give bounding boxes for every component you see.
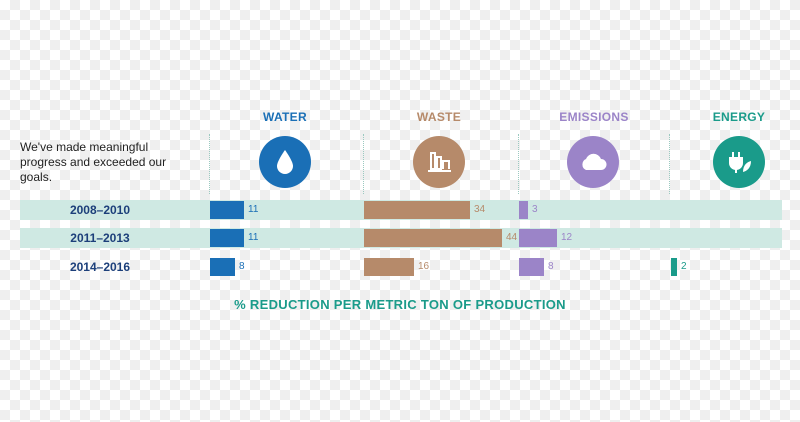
category-label: 2011–2013 <box>70 231 130 245</box>
bar-waste <box>364 201 470 219</box>
data-label: 8 <box>548 261 554 272</box>
bar-energy <box>671 258 677 276</box>
data-label: 8 <box>239 261 245 272</box>
water-drop-icon <box>259 136 311 188</box>
data-label: 44 <box>506 232 518 243</box>
column-divider <box>669 134 670 194</box>
data-label: 11 <box>248 204 259 215</box>
column-divider <box>209 134 210 194</box>
factory-icon <box>413 136 465 188</box>
series-label-energy: ENERGY <box>712 110 766 124</box>
column-divider <box>518 134 519 194</box>
data-label: 3 <box>532 204 538 215</box>
axis-title: % REDUCTION PER METRIC TON OF PRODUCTION <box>234 297 566 312</box>
data-label: 11 <box>248 232 259 243</box>
bar-waste <box>364 229 502 247</box>
data-label: 2 <box>681 261 687 272</box>
column-divider <box>363 134 364 194</box>
plug-leaf-icon <box>713 136 765 188</box>
bar-emissions <box>519 258 544 276</box>
bar-emissions <box>519 201 528 219</box>
category-label: 2008–2010 <box>69 203 131 217</box>
data-label: 16 <box>418 261 430 272</box>
intro-text: We've made meaningful progress and excee… <box>20 140 167 184</box>
bar-waste <box>364 258 414 276</box>
category-label: 2014–2016 <box>69 260 131 274</box>
bar-water <box>210 258 235 276</box>
bar-water <box>210 229 244 247</box>
series-label-emissions: EMISSIONS <box>559 110 629 124</box>
data-label: 34 <box>474 204 486 215</box>
series-label-water: WATER <box>263 110 307 124</box>
series-label-waste: WASTE <box>416 110 462 124</box>
cloud-icon <box>567 136 619 188</box>
bar-water <box>210 201 244 219</box>
bar-emissions <box>519 229 557 247</box>
data-label: 12 <box>561 232 573 243</box>
